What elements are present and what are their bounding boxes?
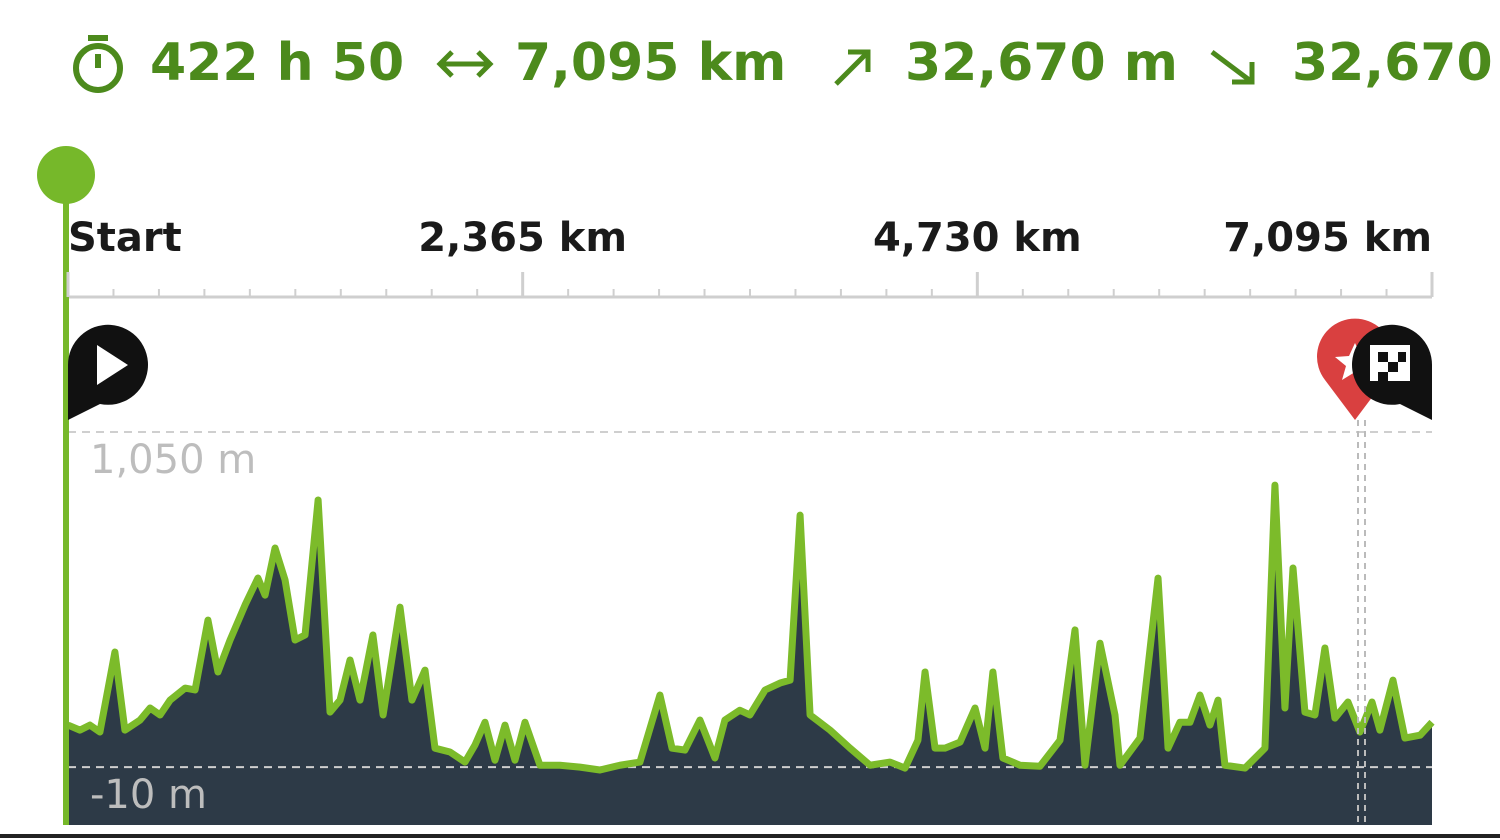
finish-marker[interactable] — [1352, 324, 1433, 420]
y-tick-label: 1,050 m — [90, 437, 256, 483]
duration: 422 h 50 — [150, 33, 404, 93]
descent-icon — [1210, 50, 1255, 85]
elevation-area — [68, 485, 1432, 825]
start-marker[interactable] — [67, 324, 148, 420]
distance: 7,095 km — [515, 33, 786, 93]
cursor-handle[interactable] — [37, 146, 95, 204]
distance-icon — [436, 50, 494, 78]
descent: 32,670 m — [1292, 33, 1500, 93]
minor-ticks — [67, 289, 1433, 297]
x-tick-label: Start — [68, 215, 182, 261]
elevation-line — [66, 481, 1435, 774]
ascent: 32,670 m — [905, 33, 1178, 93]
plot: 1,050 m -10 m — [66, 431, 1435, 825]
x-tick-label: 4,730 km — [873, 215, 1082, 261]
stopwatch-icon — [73, 35, 123, 93]
stats-bar: 422 h 50 7,095 km 32,670 m 32,670 m — [73, 33, 1500, 93]
x-tick-label: 7,095 km — [1223, 215, 1432, 261]
ascent-icon — [834, 49, 871, 86]
y-tick-label: -10 m — [90, 772, 207, 818]
x-tick-label: 2,365 km — [418, 215, 627, 261]
